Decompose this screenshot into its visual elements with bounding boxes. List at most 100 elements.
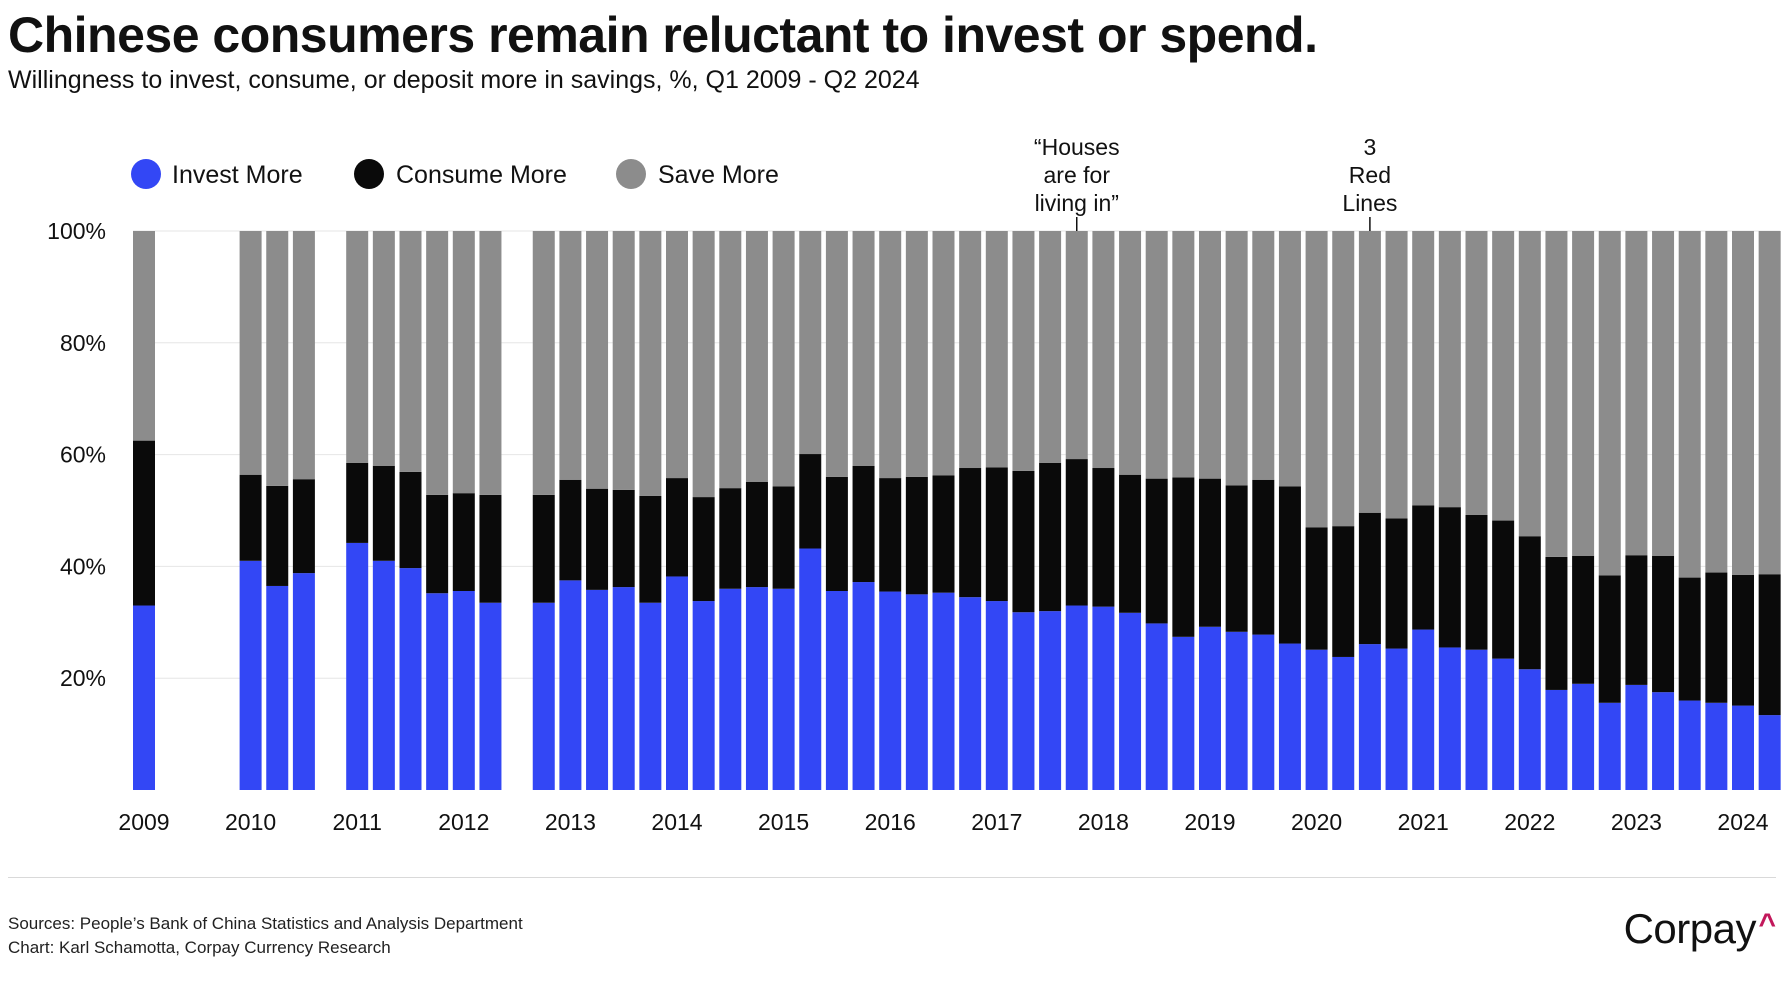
bar-consume — [1705, 572, 1728, 703]
bar-consume — [1225, 485, 1248, 632]
bar-save — [559, 231, 582, 480]
bar-invest — [1492, 658, 1515, 790]
bar-invest — [1385, 648, 1408, 790]
x-tick-label: 2022 — [1504, 809, 1555, 835]
bar-invest — [239, 560, 262, 790]
bar-consume — [772, 486, 795, 589]
bar-invest — [346, 542, 369, 790]
bars — [133, 231, 1781, 790]
x-tick-label: 2013 — [545, 809, 596, 835]
bar-consume — [1438, 507, 1461, 648]
bar-save — [772, 231, 795, 487]
x-tick-label: 2009 — [118, 809, 169, 835]
bar-save — [639, 231, 662, 496]
bar-invest — [1065, 605, 1088, 790]
bar-invest — [932, 592, 955, 790]
y-axis: 20% 40% 60% 80% 100% — [47, 218, 106, 691]
bar-consume — [452, 493, 475, 591]
bar-consume — [1572, 555, 1595, 684]
y-tick-label: 80% — [60, 330, 106, 356]
bar-invest — [479, 602, 502, 790]
sources-text: Sources: People’s Bank of China Statisti… — [8, 914, 523, 933]
bar-invest — [399, 568, 422, 790]
bar-save — [1732, 231, 1754, 575]
bar-save — [133, 231, 155, 441]
bar-consume — [133, 440, 155, 606]
stacked-bar-chart: Invest More Consume More Save More 20% 40… — [47, 134, 1781, 835]
bar-consume — [879, 478, 902, 592]
bar-save — [1412, 231, 1435, 506]
bar-save — [666, 231, 688, 479]
bar-invest — [1332, 656, 1355, 790]
bar-consume — [1358, 512, 1381, 645]
bar-invest — [266, 585, 289, 790]
x-tick-label: 2019 — [1184, 809, 1235, 835]
bar-save — [1012, 231, 1035, 471]
x-tick-label: 2020 — [1291, 809, 1342, 835]
bar-consume — [932, 475, 955, 593]
bar-consume — [719, 488, 742, 589]
bar-invest — [1572, 683, 1595, 790]
bar-consume — [426, 494, 449, 594]
bar-invest — [799, 548, 822, 790]
bar-save — [1492, 231, 1515, 521]
bar-consume — [1465, 514, 1488, 650]
bar-invest — [1225, 631, 1248, 790]
bar-invest — [852, 582, 875, 790]
x-tick-label: 2012 — [438, 809, 489, 835]
bar-save — [372, 231, 395, 466]
bar-consume — [292, 479, 315, 574]
x-axis: 2009 2010 2011 2012 2013 2014 2015 2016 2017 2018… — [118, 809, 1768, 835]
bar-invest — [825, 590, 848, 790]
bar-consume — [1732, 574, 1754, 706]
bar-save — [266, 231, 289, 486]
bar-save — [586, 231, 609, 489]
bar-save — [1278, 231, 1301, 487]
bar-invest — [959, 597, 982, 790]
bar-consume — [1652, 555, 1675, 693]
annotation-text: 3 — [1364, 134, 1377, 160]
x-tick-label: 2024 — [1717, 809, 1768, 835]
bar-invest — [1012, 612, 1035, 790]
bar-invest — [1172, 636, 1195, 790]
bar-save — [1545, 231, 1568, 557]
bar-save — [1465, 231, 1488, 515]
bar-invest — [1545, 689, 1568, 790]
bar-invest — [639, 602, 662, 790]
x-tick-label: 2018 — [1078, 809, 1129, 835]
bar-save — [426, 231, 449, 495]
bar-consume — [1385, 518, 1408, 649]
bar-invest — [1119, 612, 1142, 790]
bar-save — [1438, 231, 1461, 508]
bar-save — [532, 231, 555, 495]
bar-save — [1625, 231, 1648, 556]
bar-consume — [399, 471, 422, 569]
bar-consume — [1252, 479, 1275, 635]
bar-save — [852, 231, 875, 466]
legend-label-save: Save More — [658, 161, 779, 189]
bar-save — [346, 231, 369, 463]
bar-save — [1199, 231, 1221, 479]
x-tick-label: 2011 — [332, 809, 381, 835]
bar-save — [1598, 231, 1621, 576]
bar-consume — [825, 476, 848, 591]
bar-save — [1145, 231, 1168, 479]
bar-consume — [1039, 462, 1062, 612]
bar-invest — [1625, 684, 1648, 790]
bar-save — [1305, 231, 1328, 528]
footer-divider — [8, 877, 1776, 878]
bar-invest — [879, 591, 902, 790]
bar-invest — [985, 601, 1008, 790]
bar-consume — [372, 465, 395, 561]
bar-consume — [905, 476, 928, 595]
bar-invest — [1465, 649, 1488, 790]
bar-save — [1518, 231, 1541, 537]
annotation-text: Red — [1349, 162, 1391, 188]
bar-invest — [1732, 705, 1754, 790]
bar-save — [1252, 231, 1275, 480]
bar-consume — [1518, 536, 1541, 670]
y-tick-label: 100% — [47, 218, 106, 244]
bar-save — [1758, 231, 1781, 575]
bar-invest — [666, 576, 688, 790]
bar-save — [719, 231, 742, 489]
